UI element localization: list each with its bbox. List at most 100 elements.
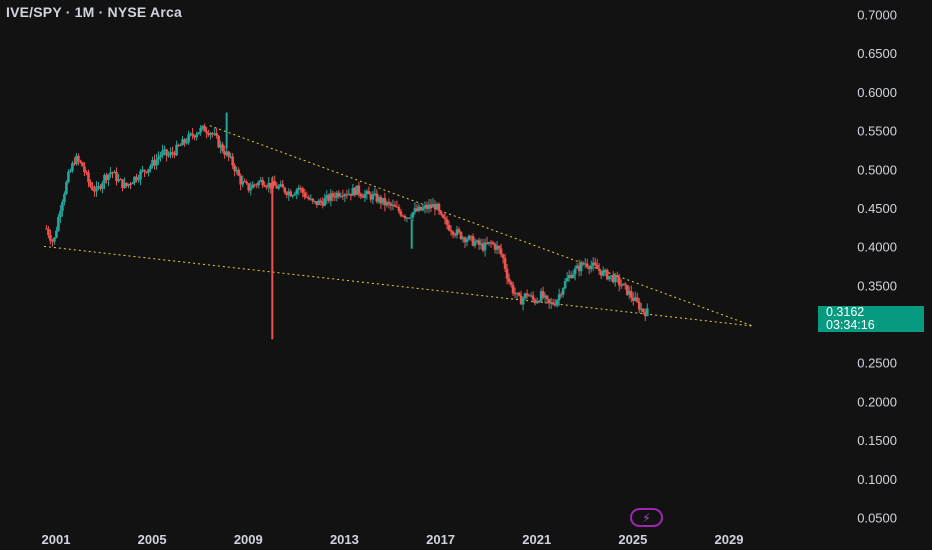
candle-body xyxy=(107,174,110,181)
candle-body xyxy=(527,295,531,297)
candle-body xyxy=(501,254,505,259)
candle-body xyxy=(583,263,587,265)
candle-body xyxy=(195,134,198,138)
candle-body xyxy=(355,185,359,196)
candle-body xyxy=(553,304,557,306)
x-tick-label: 2021 xyxy=(522,532,551,547)
candle-body xyxy=(549,302,553,304)
candle-body xyxy=(127,183,130,186)
candle-body xyxy=(171,152,174,154)
candle-body xyxy=(465,239,469,243)
candle-body xyxy=(299,187,303,189)
candle-body xyxy=(471,236,475,246)
candle-body xyxy=(461,237,465,240)
candle-body xyxy=(273,181,277,186)
candle-body xyxy=(183,139,186,143)
candle-body xyxy=(425,205,429,209)
candle-body xyxy=(445,219,449,225)
candle-body xyxy=(367,191,371,195)
candle-body xyxy=(441,214,445,218)
candle-body xyxy=(217,136,220,148)
candle-body xyxy=(627,291,631,295)
candle-body xyxy=(343,194,347,197)
candle-body xyxy=(509,281,513,285)
candles xyxy=(45,112,649,340)
candle-body xyxy=(177,144,180,146)
candle-body xyxy=(227,151,230,157)
candle-body xyxy=(389,203,393,206)
candle-body xyxy=(623,283,627,285)
candle-body xyxy=(125,182,128,186)
candle-body xyxy=(101,183,104,189)
candle-body xyxy=(533,299,537,304)
candle-body xyxy=(511,284,515,294)
candle-body xyxy=(59,210,62,217)
candle-body xyxy=(387,202,391,204)
candle-body xyxy=(433,204,437,210)
candle-body xyxy=(473,242,477,246)
candle-body xyxy=(331,193,335,197)
candle-body xyxy=(605,269,609,280)
candle-body xyxy=(165,149,168,156)
candle-body xyxy=(435,203,439,210)
candle-body xyxy=(111,172,114,174)
candle-body xyxy=(571,274,575,279)
candle-body xyxy=(557,294,561,301)
trendline-upper xyxy=(209,125,754,327)
candle-body xyxy=(361,196,365,198)
candle-body xyxy=(585,263,589,268)
candle-body xyxy=(75,155,78,165)
candle-body xyxy=(313,201,317,203)
candle-body xyxy=(149,166,152,170)
y-tick-label: 0.6000 xyxy=(857,85,897,100)
candle-body xyxy=(485,242,489,244)
candle-body xyxy=(479,243,483,245)
candle-body xyxy=(105,174,108,181)
candle-body xyxy=(429,204,433,208)
candle-body xyxy=(161,150,164,156)
candle-body xyxy=(591,262,595,266)
candle-body xyxy=(453,234,457,236)
candle-body xyxy=(51,240,54,242)
candle-body xyxy=(257,181,261,185)
candle-body xyxy=(437,203,441,211)
candle-body xyxy=(325,195,329,199)
candle-body xyxy=(379,196,383,204)
candle-body xyxy=(635,297,639,302)
candle-body xyxy=(73,163,76,165)
candle-body xyxy=(371,194,375,200)
candle-body xyxy=(153,159,156,166)
y-tick-label: 0.5500 xyxy=(857,124,897,139)
candle-body xyxy=(223,151,226,155)
candle-body xyxy=(77,155,80,161)
candle-body xyxy=(381,198,385,204)
candle-body xyxy=(391,204,395,206)
candle-body xyxy=(363,194,367,198)
lightning-icon[interactable]: ⚡ xyxy=(630,508,663,527)
candle-body xyxy=(267,182,271,188)
candle-body xyxy=(529,295,533,297)
candle-body xyxy=(447,224,451,231)
candle-body xyxy=(521,298,525,305)
candle-body xyxy=(305,196,309,198)
candle-body xyxy=(503,258,507,269)
candle-body xyxy=(401,215,405,217)
candle-body xyxy=(547,299,551,304)
candle-body xyxy=(71,163,74,171)
candle-body xyxy=(97,186,100,188)
candle-body xyxy=(469,235,473,237)
candle-body xyxy=(93,190,96,192)
candle-body xyxy=(291,195,295,197)
candle-body xyxy=(545,295,549,300)
candle-body xyxy=(219,144,222,148)
candle-body xyxy=(277,186,281,189)
candle-body xyxy=(137,179,140,181)
candle-body xyxy=(351,188,355,196)
y-tick-label: 0.5000 xyxy=(857,162,897,177)
candle-body xyxy=(191,133,194,136)
candle-body xyxy=(537,301,541,303)
candle-body xyxy=(619,285,623,287)
candle-body xyxy=(597,268,601,271)
candle-body xyxy=(235,169,238,172)
